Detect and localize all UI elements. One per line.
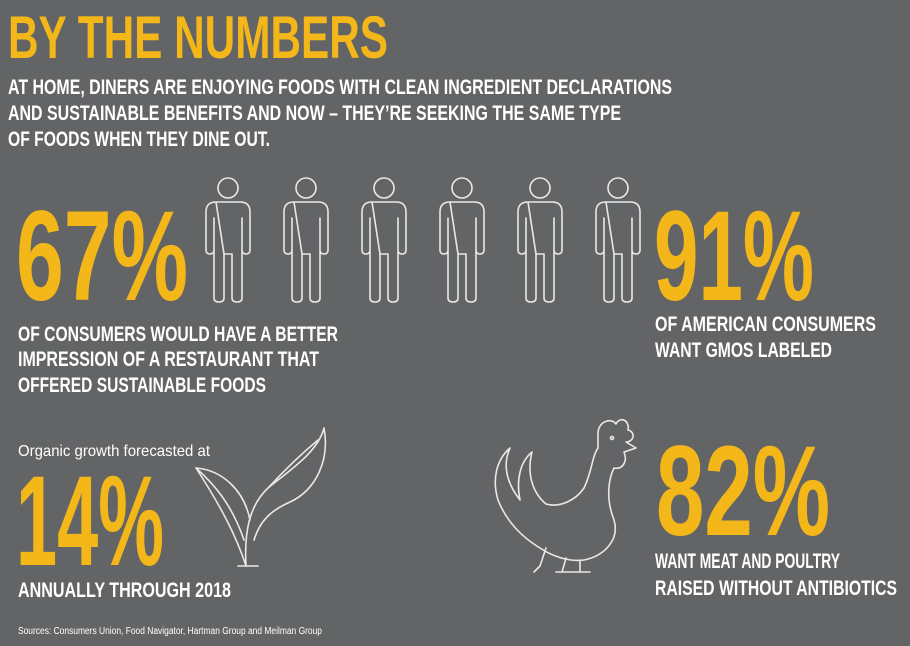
leaf-icon [195,427,327,567]
intro-line: AND SUSTAINABLE BENEFITS AND NOW – THEY’… [8,102,621,125]
stat-caption: OF AMERICAN CONSUMERS [655,313,876,336]
sources: Sources: Consumers Union, Food Navigator… [18,626,322,637]
stat-caption: OFFERED SUSTAINABLE FOODS [18,374,266,397]
stat-value: 67% [16,185,188,328]
stat-caption: OF CONSUMERS WOULD HAVE A BETTER [18,323,338,346]
stat-caption: RAISED WITHOUT ANTIBIOTICS [655,577,897,600]
stat-lead: Organic growth forecasted at [18,443,211,460]
stat-value: 14% [16,450,164,593]
rooster-icon [494,418,637,573]
stat-caption: WANT MEAT AND POULTRY [655,550,840,573]
intro-line: OF FOODS WHEN THEY DINE OUT. [8,128,270,151]
stat-value: 82% [656,420,830,563]
stat-caption: IMPRESSION OF A RESTAURANT THAT [18,348,319,371]
stat-value: 91% [654,185,814,328]
stat-caption: ANNUALLY THROUGH 2018 [18,579,231,602]
intro-line: AT HOME, DINERS ARE ENJOYING FOODS WITH … [8,76,672,99]
stat-caption: WANT GMOS LABELED [655,339,832,362]
title: BY THE NUMBERS [8,4,388,71]
